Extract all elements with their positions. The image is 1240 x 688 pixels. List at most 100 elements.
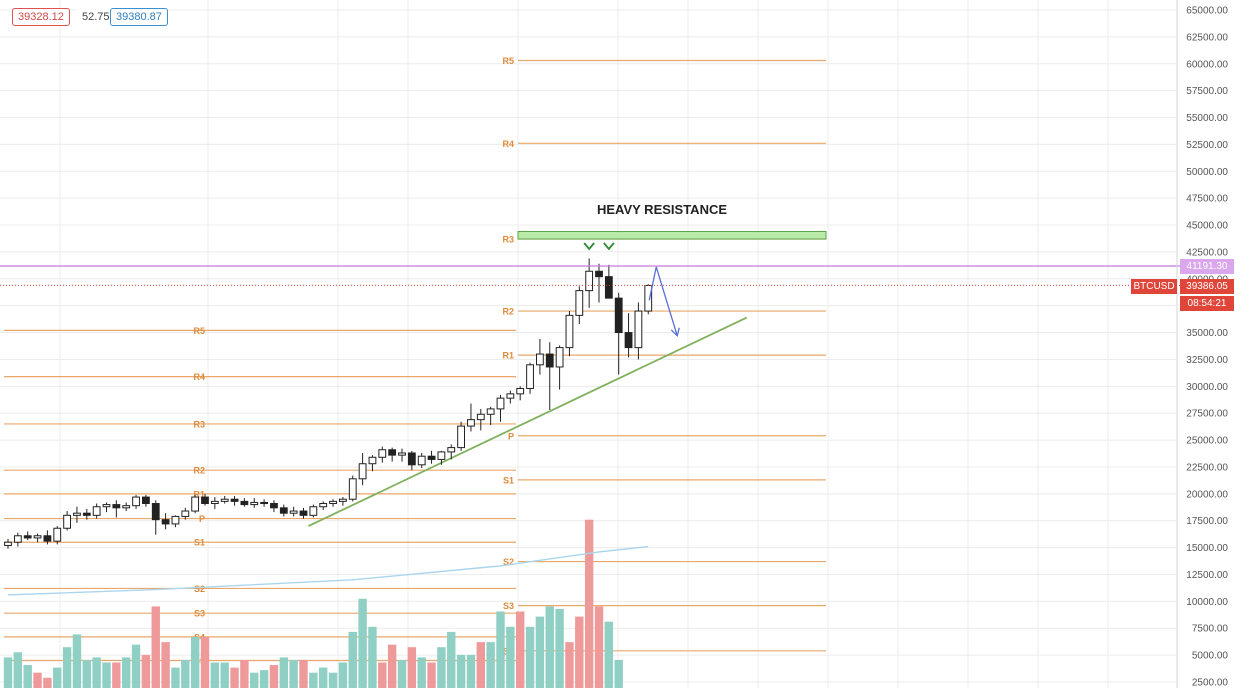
volume-bar [614, 659, 623, 688]
volume-bar [299, 659, 308, 688]
volume-bar [131, 644, 141, 688]
candle-body [486, 408, 495, 415]
pivot-label: S1 [194, 538, 205, 548]
candle [240, 498, 249, 507]
candle-body [604, 276, 613, 299]
double-top-chevron [603, 242, 615, 251]
volume-bar [220, 662, 229, 688]
candle-body [585, 270, 594, 292]
candle-body [250, 501, 259, 506]
volume-bar [407, 647, 417, 688]
candle [210, 497, 219, 509]
volume-bar [289, 659, 298, 688]
candle-body [102, 504, 111, 508]
pivot-label: R3 [502, 235, 514, 245]
volume-bar [82, 659, 91, 688]
volume-bar [506, 626, 515, 688]
pivot-label: S5 [194, 656, 205, 666]
volume-bar [112, 662, 121, 688]
pivot-label: R3 [193, 419, 205, 429]
candle-body [398, 452, 406, 456]
volume-bar [141, 654, 151, 688]
candle-body [545, 353, 554, 368]
candle [33, 533, 42, 543]
price-axis[interactable]: 65000.00 62500.00 60000.00 57500.00 55000.00… [1176, 0, 1229, 688]
level-line-price-tag: 41191.30 [1180, 259, 1234, 274]
y-axis-tick-label: 55000.00 [1186, 113, 1228, 124]
volume-bar [584, 519, 594, 688]
candle-body [644, 284, 653, 312]
volume-bar [476, 642, 485, 688]
candle [417, 452, 426, 469]
volume-bar [545, 606, 554, 688]
candle [319, 501, 328, 510]
volume-bar [535, 616, 545, 688]
volume-bar [250, 672, 259, 688]
volume-bar [358, 598, 367, 688]
pivot-label: R5 [193, 326, 205, 336]
candle [299, 507, 308, 519]
candlesticks [4, 258, 653, 549]
candle [437, 450, 446, 465]
symbol-tag[interactable]: BTCUSD [1131, 279, 1177, 294]
volume-bar [190, 637, 200, 688]
candle [260, 499, 269, 507]
candle-body [516, 387, 525, 395]
candle-body [496, 397, 505, 410]
candle-body [240, 500, 249, 506]
candle [358, 452, 367, 486]
candle-body [634, 310, 643, 349]
volume-bar [309, 672, 318, 688]
candle [585, 258, 594, 308]
volume-bar [348, 631, 357, 688]
candle-body [92, 506, 101, 516]
candle-body [417, 455, 426, 466]
candle [181, 507, 190, 520]
candle [624, 313, 633, 358]
candle [92, 503, 101, 519]
open-price-badge: 39328.12 [12, 8, 70, 26]
volume-bar [33, 672, 42, 688]
projection-arrow [648, 266, 678, 336]
candle [23, 531, 32, 541]
volume-bar [604, 621, 614, 688]
resistance-rect [517, 230, 827, 240]
candle [270, 500, 278, 513]
candle [378, 446, 387, 463]
volume-bar [594, 606, 604, 688]
candle [427, 450, 436, 464]
candle-body [526, 364, 534, 389]
candle [191, 494, 200, 514]
candle-body [348, 478, 357, 500]
candle-body [112, 504, 121, 509]
candle-body [171, 515, 180, 525]
candle-body [73, 512, 81, 516]
y-axis-tick-label: 2500.00 [1192, 678, 1229, 688]
candle [4, 538, 12, 549]
bar-countdown-tag: 08:54:21 [1180, 296, 1234, 311]
pivot-label: S1 [503, 475, 514, 485]
candle-body [201, 496, 209, 505]
candle-body [624, 332, 633, 349]
candle [457, 421, 466, 451]
volume-bar [368, 626, 377, 688]
y-axis-tick-label: 52500.00 [1186, 140, 1228, 151]
volume-bar [496, 611, 505, 688]
candle-body [457, 425, 466, 449]
candle [289, 506, 298, 517]
candle-body [427, 455, 436, 460]
volume-bar [53, 667, 62, 688]
volume-bar [319, 667, 328, 688]
candle [516, 386, 525, 401]
chart-grid [0, 0, 1176, 688]
candle [476, 408, 485, 431]
candle [388, 447, 397, 462]
candle-body [339, 498, 347, 502]
heavy-resistance-label: HEAVY RESISTANCE [597, 202, 727, 217]
pivot-label: R4 [502, 139, 514, 149]
moving-average-line [7, 545, 649, 596]
volume-bar [555, 608, 564, 688]
volume-bar [62, 647, 72, 688]
double-top-chevron [583, 242, 595, 251]
